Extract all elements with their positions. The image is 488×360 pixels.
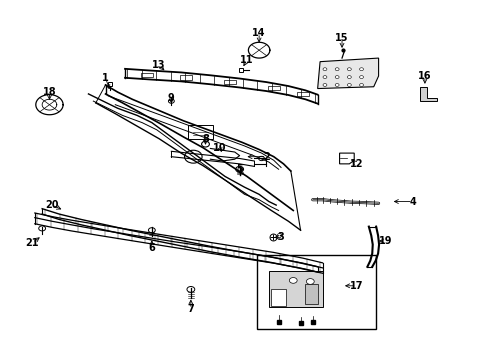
- Circle shape: [201, 141, 209, 147]
- Text: 11: 11: [240, 55, 253, 65]
- Circle shape: [359, 68, 363, 71]
- Circle shape: [323, 68, 326, 71]
- Bar: [297, 92, 308, 96]
- Circle shape: [39, 226, 45, 231]
- Text: 5: 5: [236, 164, 243, 174]
- Bar: [267, 86, 279, 90]
- Bar: [271, 289, 285, 306]
- Circle shape: [359, 76, 363, 78]
- Circle shape: [289, 278, 297, 283]
- Bar: [224, 80, 235, 84]
- Polygon shape: [317, 58, 378, 89]
- Circle shape: [184, 150, 202, 163]
- Circle shape: [148, 228, 155, 233]
- Text: 21: 21: [25, 238, 39, 248]
- Bar: [180, 75, 191, 80]
- Text: 1: 1: [102, 73, 109, 83]
- Text: 13: 13: [152, 60, 165, 70]
- Bar: [305, 284, 317, 304]
- Bar: [268, 271, 322, 307]
- Circle shape: [168, 99, 174, 103]
- Text: 16: 16: [417, 71, 431, 81]
- Circle shape: [346, 68, 350, 71]
- Circle shape: [334, 68, 338, 71]
- Circle shape: [334, 76, 338, 78]
- Polygon shape: [419, 87, 436, 101]
- Circle shape: [359, 84, 363, 86]
- Circle shape: [334, 84, 338, 86]
- Circle shape: [186, 287, 194, 292]
- Text: 4: 4: [408, 197, 415, 207]
- Text: 18: 18: [42, 87, 56, 97]
- Text: 10: 10: [213, 143, 226, 153]
- Text: 15: 15: [335, 33, 348, 43]
- Text: 6: 6: [148, 243, 155, 253]
- Text: 14: 14: [252, 28, 265, 38]
- Text: 2: 2: [263, 152, 269, 162]
- Text: 8: 8: [202, 134, 208, 144]
- Text: 19: 19: [378, 236, 392, 246]
- Bar: [256, 255, 375, 329]
- Circle shape: [306, 279, 314, 284]
- Text: 3: 3: [277, 232, 284, 242]
- Circle shape: [346, 76, 350, 78]
- Text: 20: 20: [45, 200, 59, 210]
- Text: 7: 7: [187, 304, 194, 314]
- Bar: [188, 125, 212, 139]
- Text: 9: 9: [168, 93, 174, 103]
- Circle shape: [235, 166, 243, 172]
- Bar: [141, 73, 153, 77]
- Circle shape: [346, 84, 350, 86]
- Text: 17: 17: [349, 281, 363, 291]
- Text: 12: 12: [349, 159, 363, 169]
- Circle shape: [323, 84, 326, 86]
- Circle shape: [258, 156, 264, 161]
- Circle shape: [323, 76, 326, 78]
